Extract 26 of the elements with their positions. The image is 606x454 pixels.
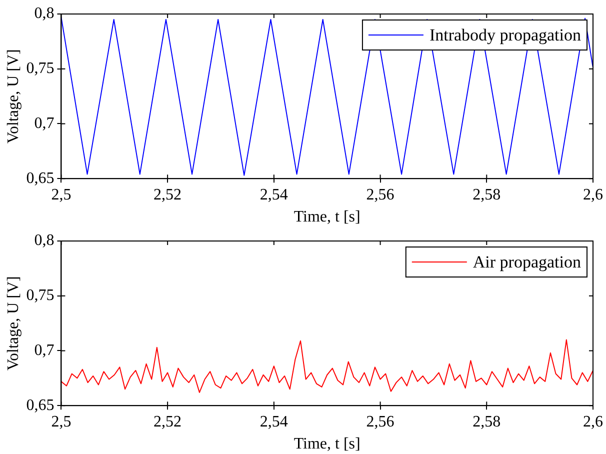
x-tick-label: 2,5 [51, 413, 72, 430]
x-tick-label: 2,52 [154, 186, 182, 204]
x-tick-label: 2,58 [472, 186, 501, 204]
x-tick-label: 2,5 [51, 186, 72, 204]
y-tick-label: 0,8 [34, 5, 54, 22]
x-tick-label: 2,54 [260, 413, 288, 430]
y-tick-label: 0,75 [26, 60, 54, 78]
x-tick-label: 2,6 [583, 413, 603, 430]
y-tick-label: 0,7 [34, 114, 54, 132]
y-tick-label: 0,8 [34, 232, 54, 250]
x-tick-label: 2,54 [260, 186, 288, 204]
y-tick-label: 0,65 [26, 396, 54, 414]
y-axis-title: Voltage, U [V] [4, 49, 22, 144]
x-tick-label: 2,52 [154, 413, 182, 430]
legend-label: Intrabody propagation [429, 25, 582, 44]
x-tick-label: 2,56 [366, 413, 394, 430]
x-tick-label: 2,56 [366, 186, 394, 204]
y-tick-label: 0,7 [34, 342, 54, 359]
x-tick-label: 2,6 [583, 186, 603, 204]
x-axis-title: Time, t [s] [294, 436, 360, 453]
x-tick-label: 2,58 [472, 413, 501, 430]
y-axis-title: Voltage, U [V] [4, 276, 22, 370]
x-axis-title: Time, t [s] [294, 208, 360, 226]
legend-label: Air propagation [472, 252, 582, 272]
y-tick-label: 0,75 [26, 287, 54, 304]
y-tick-label: 0,65 [26, 170, 54, 187]
